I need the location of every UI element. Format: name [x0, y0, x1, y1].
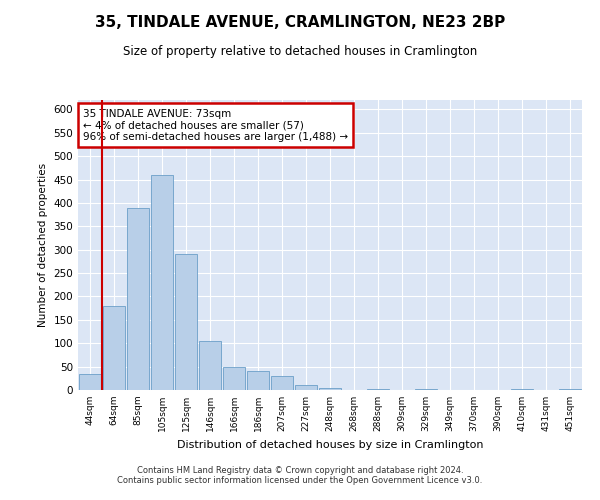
Text: 35, TINDALE AVENUE, CRAMLINGTON, NE23 2BP: 35, TINDALE AVENUE, CRAMLINGTON, NE23 2B…: [95, 15, 505, 30]
Bar: [271, 376, 293, 390]
Bar: [199, 341, 221, 390]
Text: Size of property relative to detached houses in Cramlington: Size of property relative to detached ho…: [123, 45, 477, 58]
Bar: [103, 306, 125, 390]
Text: Contains HM Land Registry data © Crown copyright and database right 2024.
Contai: Contains HM Land Registry data © Crown c…: [118, 466, 482, 485]
X-axis label: Distribution of detached houses by size in Cramlington: Distribution of detached houses by size …: [177, 440, 483, 450]
Y-axis label: Number of detached properties: Number of detached properties: [38, 163, 48, 327]
Bar: [151, 175, 173, 390]
Bar: [295, 386, 317, 390]
Bar: [511, 388, 533, 390]
Bar: [319, 388, 341, 390]
Bar: [247, 372, 269, 390]
Text: 35 TINDALE AVENUE: 73sqm
← 4% of detached houses are smaller (57)
96% of semi-de: 35 TINDALE AVENUE: 73sqm ← 4% of detache…: [83, 108, 348, 142]
Bar: [127, 208, 149, 390]
Bar: [559, 388, 581, 390]
Bar: [175, 254, 197, 390]
Bar: [223, 366, 245, 390]
Bar: [415, 389, 437, 390]
Bar: [367, 388, 389, 390]
Bar: [79, 374, 101, 390]
